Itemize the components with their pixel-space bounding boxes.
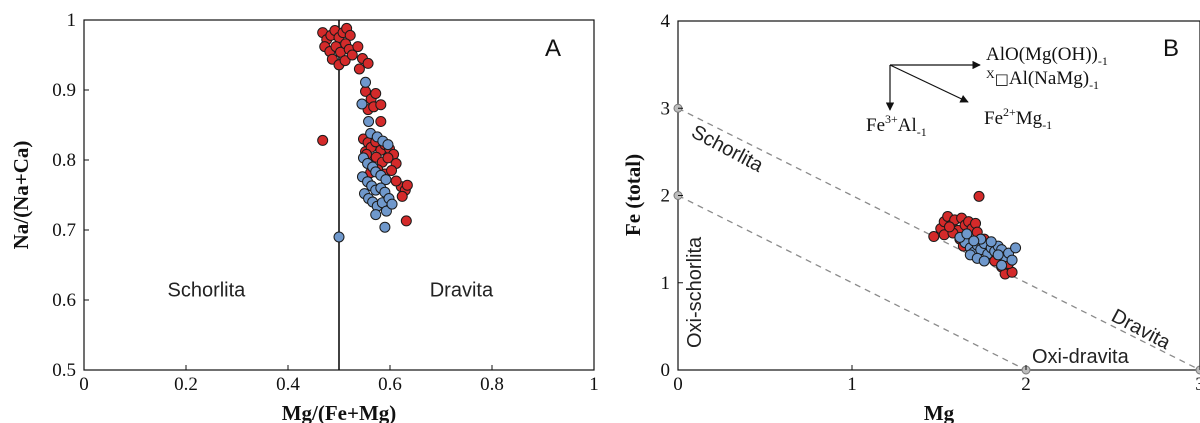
line-label-oxi-schorlita: Oxi-schorlita [684, 236, 706, 348]
panel-a-y-tick-label: 1 [67, 10, 77, 31]
panel-b-point-blue [992, 249, 1004, 261]
field-label-schorlita: Schorlita [167, 280, 246, 302]
panel-b-point-blue [996, 259, 1008, 271]
panel-b-point-red [943, 221, 955, 233]
panel-b-x-tick-label: 3 [1195, 374, 1200, 395]
panel-a-point-red [386, 165, 398, 176]
vector-label-xal: X□Al(NaMg)-1 [986, 67, 1099, 92]
panel-b-point-blue [985, 236, 997, 248]
panel-a-point-blue [360, 76, 372, 88]
panel-a-point-red [317, 134, 329, 146]
panel-a-point-blue [356, 98, 368, 110]
oxi-schorlita-oxi-dravita-line [677, 194, 1027, 371]
panel-b-y-tick-label: 4 [661, 11, 671, 32]
panel-a-y-axis-label: Na/(Na+Ca) [9, 141, 33, 250]
panel-a-letter: A [545, 35, 561, 62]
panel-b-point-red [973, 190, 985, 202]
panel-a-ticks: 0 0.2 0.4 0.6 0.8 1 0.5 0.6 0.7 0.8 0.9 1 [52, 10, 599, 395]
panel-a-y-tick-label: 0.7 [52, 220, 76, 241]
panel-b-x-tick-label: 2 [1021, 374, 1031, 395]
panel-a-y-tick-label: 0.8 [52, 150, 76, 171]
panel-b-x-tick-label: 0 [673, 374, 683, 395]
panel-a-point-red [370, 88, 382, 99]
panel-b-ticks: 0 1 2 3 0 1 2 3 4 [661, 11, 1200, 395]
panel-b-point-blue [968, 235, 980, 247]
panel-a-point-blue [382, 139, 394, 151]
panel-b-y-tick-label: 3 [661, 98, 671, 119]
panel-a-point-red [400, 215, 412, 227]
panel-b-y-tick-label: 0 [661, 360, 671, 381]
panel-b-point-blue [1010, 242, 1022, 254]
field-label-dravita: Dravita [430, 280, 494, 302]
panel-a-point-red [382, 152, 394, 164]
vector-label-alo: AlO(Mg(OH))-1 [986, 44, 1108, 68]
panel-a-point-red [375, 99, 387, 111]
panel-a-point-blue [380, 174, 392, 186]
exchange-vectors: AlO(Mg(OH))-1 X□Al(NaMg)-1 Fe2+Mg-1 Fe3+… [866, 44, 1108, 139]
panel-a: 0 0.2 0.4 0.6 0.8 1 0.5 0.6 0.7 0.8 0.9 1 A Schorli… [9, 10, 599, 423]
panel-a-points [317, 22, 413, 243]
panel-b-letter: B [1163, 35, 1179, 62]
panel-a-point-red [339, 55, 351, 67]
panel-a-point-blue [386, 198, 398, 210]
panel-a-x-tick-label: 0.6 [378, 374, 402, 395]
panel-a-x-tick-label: 0 [79, 374, 89, 395]
panel-b-point-blue [961, 228, 973, 240]
panel-a-point-red [346, 49, 358, 61]
line-label-oxi-dravita: Oxi-dravita [1032, 346, 1130, 368]
panel-a-point-red [390, 175, 402, 187]
schorlita-dravita-line [677, 107, 1200, 371]
panel-a-point-blue [370, 209, 382, 221]
panel-a-point-red [353, 63, 365, 75]
panel-b-point-blue [978, 255, 990, 267]
panel-b-point-red [928, 231, 940, 243]
panel-a-point-red [396, 190, 408, 202]
panel-a-point-red [362, 57, 374, 69]
end-member-marker [1195, 365, 1200, 375]
panel-a-x-tick-label: 0.8 [480, 374, 504, 395]
panel-b-points [928, 190, 1022, 280]
panel-b-y-axis-label: Fe (total) [621, 154, 645, 236]
panel-a-y-tick-label: 0.9 [52, 80, 76, 101]
panel-a-point-blue [333, 231, 345, 243]
panel-a-y-tick-label: 0.6 [52, 290, 76, 311]
panel-a-point-red [352, 41, 364, 53]
panel-b-point-red [970, 217, 982, 229]
panel-a-point-red [344, 29, 356, 41]
panel-b-y-tick-label: 1 [661, 273, 671, 294]
vector-label-fe2mg: Fe2+Mg-1 [984, 105, 1052, 132]
panel-a-x-axis-label: Mg/(Fe+Mg) [282, 401, 397, 423]
panel-a-point-red [375, 116, 387, 127]
panel-a-point-red [401, 179, 413, 191]
panel-b-y-tick-label: 2 [661, 186, 671, 207]
panel-a-x-tick-label: 0.2 [174, 374, 198, 395]
panel-b-x-tick-label: 1 [847, 374, 857, 395]
panel-b-point-blue [1006, 254, 1018, 266]
panel-a-x-tick-label: 1 [589, 374, 599, 395]
vector-arrow-diagonal [889, 64, 969, 103]
panel-a-point-blue [363, 116, 375, 127]
panel-a-point-blue [379, 221, 391, 233]
panel-a-x-tick-label: 0.4 [276, 374, 300, 395]
panel-b-frame [677, 20, 1200, 371]
panel-b-x-axis-label: Mg [924, 401, 955, 423]
panel-a-y-tick-label: 0.5 [52, 360, 76, 381]
